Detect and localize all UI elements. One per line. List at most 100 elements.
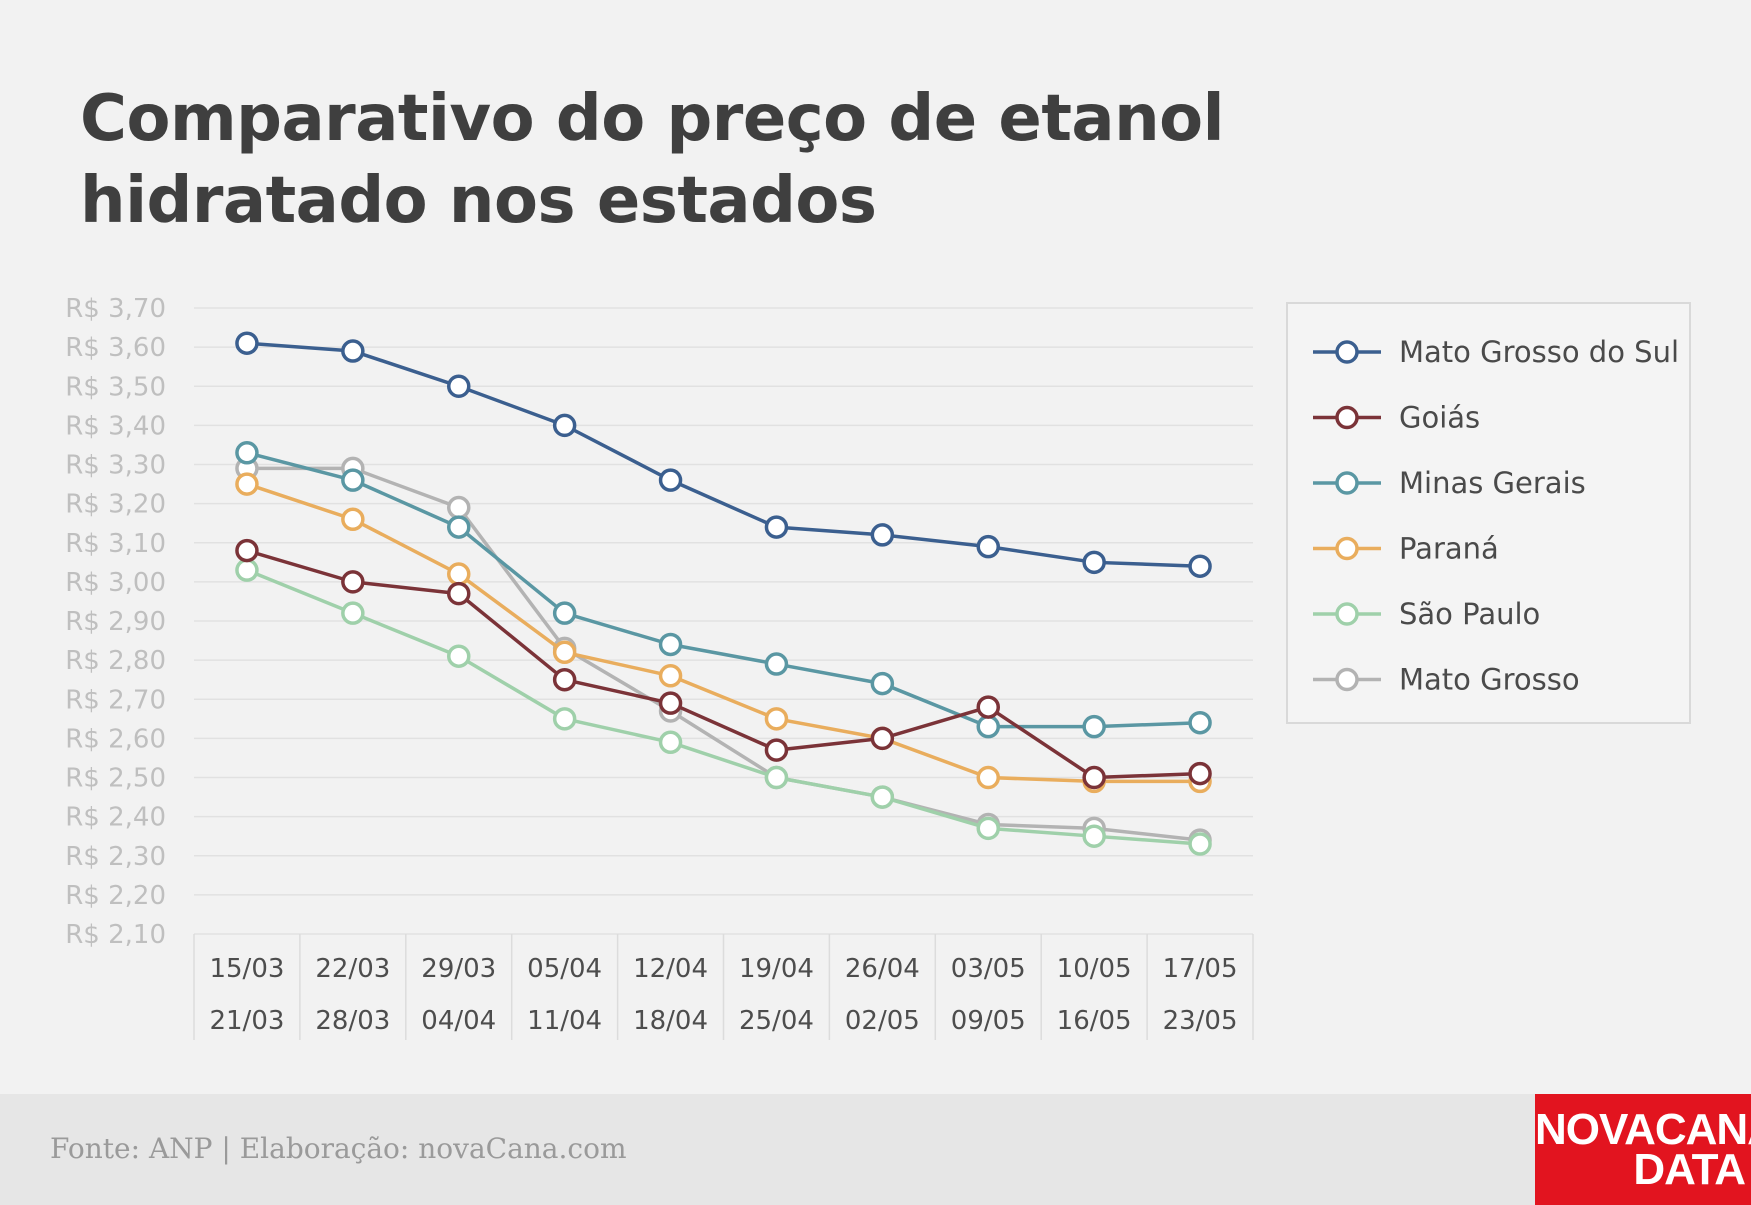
data-point[interactable] bbox=[341, 507, 365, 532]
series-0 bbox=[235, 331, 1212, 578]
data-point[interactable] bbox=[341, 570, 365, 594]
legend-marker bbox=[1335, 340, 1359, 364]
y-tick-label: R$ 3,00 bbox=[65, 568, 166, 598]
data-point[interactable] bbox=[447, 374, 471, 398]
legend-marker bbox=[1335, 536, 1359, 561]
data-point[interactable] bbox=[552, 413, 577, 438]
data-point[interactable] bbox=[1188, 761, 1212, 786]
data-point[interactable] bbox=[447, 495, 471, 520]
x-tick-label-start: 03/05 bbox=[951, 954, 1026, 984]
x-tick-label-end: 25/04 bbox=[739, 1006, 814, 1036]
series-4 bbox=[235, 558, 1212, 856]
x-tick-label-end: 18/04 bbox=[633, 1006, 708, 1036]
series-line bbox=[246, 482, 1201, 784]
data-point[interactable] bbox=[976, 534, 1000, 559]
data-point[interactable] bbox=[764, 765, 789, 790]
x-tick-label-end: 23/05 bbox=[1163, 1006, 1238, 1036]
legend-label: Mato Grosso bbox=[1399, 663, 1580, 697]
data-point[interactable] bbox=[1188, 710, 1212, 735]
data-point[interactable] bbox=[764, 707, 789, 731]
y-tick-label: R$ 2,40 bbox=[65, 803, 166, 833]
data-point[interactable] bbox=[447, 644, 471, 668]
legend-item[interactable]: Minas Gerais bbox=[1313, 466, 1586, 500]
data-point[interactable] bbox=[552, 640, 577, 665]
data-point[interactable] bbox=[870, 523, 895, 547]
y-tick-label: R$ 2,90 bbox=[65, 607, 166, 637]
data-point[interactable] bbox=[870, 726, 895, 751]
data-point[interactable] bbox=[235, 538, 259, 563]
legend-box bbox=[1286, 302, 1691, 724]
series-line bbox=[246, 548, 1201, 780]
y-tick-label: R$ 2,20 bbox=[65, 881, 166, 911]
data-point[interactable] bbox=[976, 816, 1000, 841]
data-point[interactable] bbox=[552, 601, 577, 625]
legend-item[interactable]: São Paulo bbox=[1313, 597, 1540, 631]
data-point[interactable] bbox=[235, 331, 259, 355]
data-point[interactable] bbox=[235, 441, 259, 465]
x-tick-label-end: 16/05 bbox=[1057, 1006, 1132, 1036]
data-point[interactable] bbox=[976, 695, 1000, 719]
series-1 bbox=[235, 538, 1212, 790]
data-point[interactable] bbox=[552, 707, 577, 731]
series-line bbox=[246, 451, 1201, 729]
data-point[interactable] bbox=[976, 765, 1000, 790]
legend-item[interactable]: Goiás bbox=[1313, 401, 1480, 435]
data-point[interactable] bbox=[1082, 765, 1106, 790]
data-point[interactable] bbox=[447, 515, 471, 539]
gridlines bbox=[194, 307, 1253, 935]
novacana-data-logo[interactable]: NOVACANA DATA bbox=[1535, 1094, 1751, 1205]
logo-line-2: DATA bbox=[1633, 1145, 1746, 1194]
data-point[interactable] bbox=[764, 738, 789, 762]
data-point[interactable] bbox=[658, 632, 683, 657]
data-point[interactable] bbox=[658, 468, 683, 492]
data-point[interactable] bbox=[870, 785, 895, 809]
data-point[interactable] bbox=[658, 691, 683, 715]
data-point[interactable] bbox=[341, 468, 365, 492]
data-point[interactable] bbox=[447, 581, 471, 606]
x-axis-ticks: 15/03 21/03 22/03 28/03 29/03 04/04 05/04 11/04… bbox=[193, 934, 1254, 1040]
data-point[interactable] bbox=[764, 515, 789, 539]
data-point[interactable] bbox=[341, 601, 365, 625]
y-tick-label: R$ 2,60 bbox=[65, 724, 166, 754]
data-point[interactable] bbox=[870, 671, 895, 696]
data-point[interactable] bbox=[235, 558, 259, 582]
legend-marker bbox=[1335, 667, 1359, 692]
data-point[interactable] bbox=[1082, 550, 1106, 575]
x-tick-label-start: 10/05 bbox=[1057, 954, 1132, 984]
x-tick-label-end: 11/04 bbox=[527, 1006, 602, 1036]
legend-item[interactable]: Mato Grosso do Sul bbox=[1313, 335, 1679, 369]
y-tick-label: R$ 3,40 bbox=[65, 411, 166, 441]
y-tick-label: R$ 3,60 bbox=[65, 333, 166, 363]
data-point[interactable] bbox=[658, 664, 683, 688]
x-tick-label-end: 09/05 bbox=[951, 1006, 1026, 1036]
data-point[interactable] bbox=[1082, 824, 1106, 848]
y-tick-label: R$ 2,10 bbox=[65, 920, 166, 950]
data-point[interactable] bbox=[658, 730, 683, 755]
data-point[interactable] bbox=[976, 714, 1000, 739]
legend-label: Goiás bbox=[1399, 401, 1480, 435]
data-point[interactable] bbox=[235, 472, 259, 496]
legend-item[interactable]: Mato Grosso bbox=[1313, 663, 1580, 697]
data-point[interactable] bbox=[1188, 832, 1212, 856]
data-point[interactable] bbox=[1082, 714, 1106, 739]
legend-marker bbox=[1335, 405, 1359, 430]
y-tick-label: R$ 3,70 bbox=[65, 294, 166, 324]
series-2 bbox=[235, 441, 1212, 739]
data-point[interactable] bbox=[341, 339, 365, 363]
y-tick-label: R$ 2,80 bbox=[65, 646, 166, 676]
data-point[interactable] bbox=[1188, 554, 1212, 578]
legend-item[interactable]: Paraná bbox=[1313, 532, 1499, 566]
data-point[interactable] bbox=[447, 562, 471, 586]
legend: Mato Grosso do Sul Goiás Minas Gerais Paran… bbox=[1286, 302, 1691, 724]
x-tick-label-start: 05/04 bbox=[527, 954, 602, 984]
data-point[interactable] bbox=[764, 652, 789, 676]
legend-label: Paraná bbox=[1399, 532, 1499, 566]
x-tick-label-start: 26/04 bbox=[845, 954, 920, 984]
y-tick-label: R$ 2,50 bbox=[65, 764, 166, 794]
x-tick-label-start: 29/03 bbox=[421, 954, 496, 984]
x-tick-label-start: 22/03 bbox=[315, 954, 390, 984]
x-tick-label-end: 21/03 bbox=[209, 1006, 284, 1036]
data-point[interactable] bbox=[552, 667, 577, 692]
logo-line-1: NOVACANA bbox=[1535, 1105, 1751, 1154]
y-tick-label: R$ 2,70 bbox=[65, 685, 166, 715]
